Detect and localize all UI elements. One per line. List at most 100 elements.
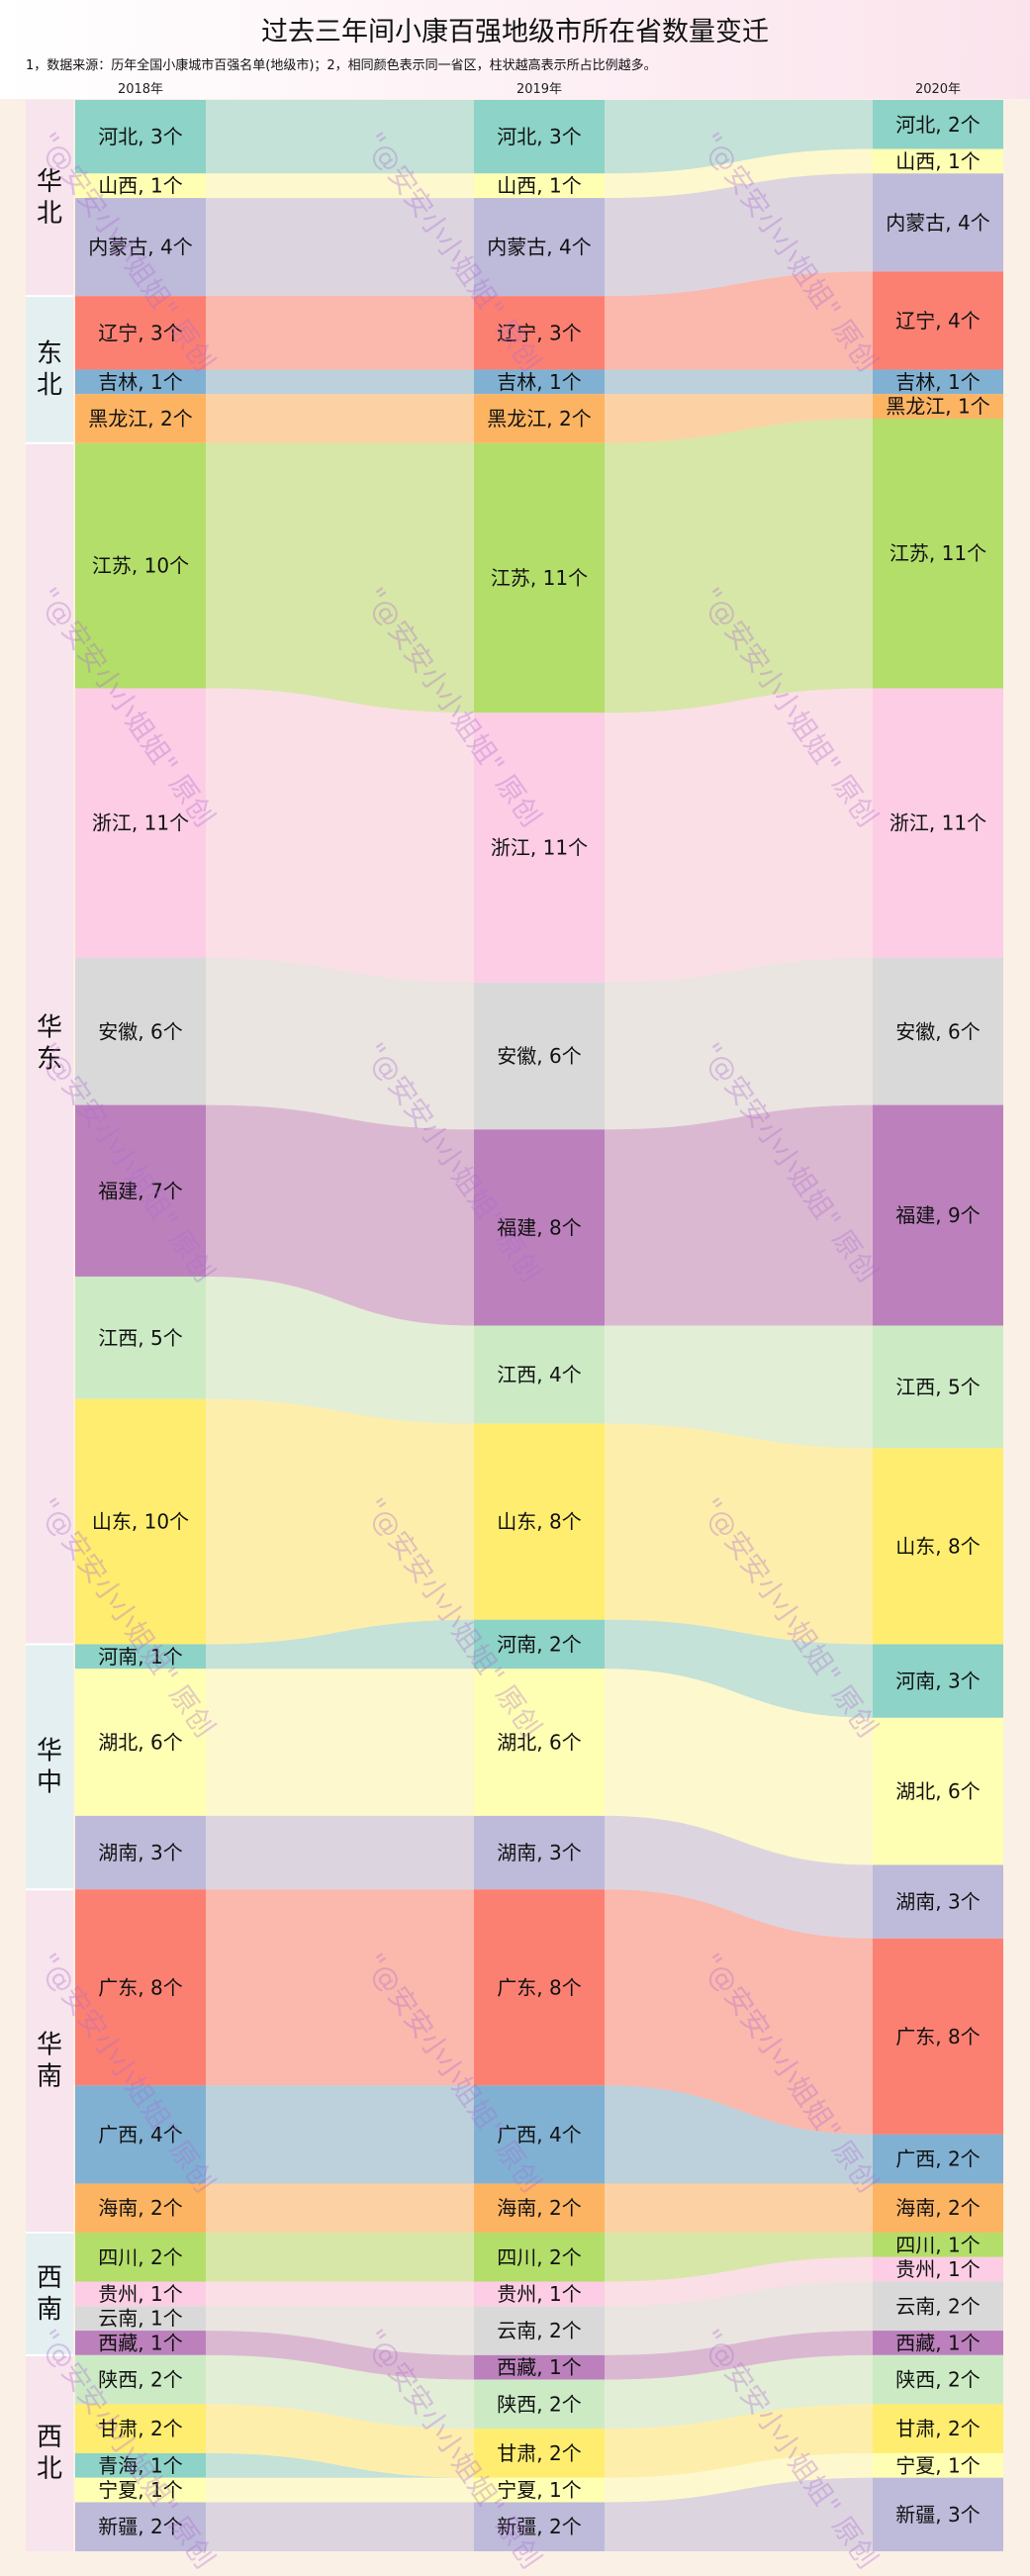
node-bar [873,2134,1003,2184]
node-bar [75,198,206,297]
node-bar [75,2232,206,2282]
region-label-char: 北 [37,370,62,400]
node-label: 河北, 3个 [98,125,182,148]
flow-湖北 [605,1669,873,1865]
flow-湖北 [206,1669,474,1816]
node-bar [474,1129,605,1326]
flow-广西 [605,2085,873,2184]
region-band-3 [26,442,73,1645]
node-bar [873,1717,1003,1865]
flow-青海 [206,2452,474,2478]
node-bar [474,1815,605,1890]
flow-贵州 [206,2281,474,2307]
flow-新疆 [206,2502,474,2551]
flow-河南 [206,1619,474,1670]
flow-浙江 [206,688,474,983]
region-band-5 [26,1889,73,2233]
node-bar [75,2085,206,2184]
node-label: 辽宁, 3个 [98,321,182,344]
node-bar [75,369,206,395]
node-label: 广西, 4个 [98,2123,182,2147]
node-label: 云南, 1个 [98,2307,182,2331]
node-bar [474,296,605,370]
node-label: 河南, 3个 [895,1670,980,1693]
node-bar [75,2183,206,2233]
flows [206,100,873,2551]
node-bar [873,1938,1003,2135]
node-bar [873,419,1003,689]
node-bar [75,296,206,370]
node-bar [474,2085,605,2184]
node-label: 广东, 8个 [895,2025,980,2049]
flow-西藏 [605,2331,873,2380]
flow-安徽 [206,957,474,1130]
region-band-2 [26,296,73,443]
chart-note: 1，数据来源：历年全国小康城市百强名单(地级市)；2，相同颜色表示同一省区，柱状… [26,58,657,73]
node-bar [474,2232,605,2282]
node-bar [873,2256,1003,2282]
node-bar [75,1104,206,1277]
node-label: 青海, 1个 [98,2453,182,2477]
node-bar [75,2281,206,2307]
flow-江西 [605,1325,873,1449]
node-bar [75,2354,206,2405]
node-bar [75,1669,206,1816]
node-bar [75,957,206,1105]
node-bar [873,957,1003,1105]
node-label: 贵州, 1个 [98,2282,182,2306]
region-label-char: 北 [37,2454,62,2484]
node-bar [474,1423,605,1620]
node-label: 云南, 2个 [497,2319,581,2342]
node-bar [873,369,1003,395]
node-bar [75,1276,206,1399]
node-bar [75,688,206,958]
node-bar [474,2306,605,2355]
node-bar [873,2232,1003,2257]
node-label: 四川, 1个 [895,2233,980,2256]
node-bar [873,1864,1003,1939]
node-bar [873,2354,1003,2405]
node-bar [873,2331,1003,2355]
node-label: 安徽, 6个 [497,1044,581,1068]
node-label: 河北, 2个 [895,113,980,137]
region-label-char: 东 [37,338,62,368]
node-bar [75,394,206,443]
node-label: 安徽, 6个 [98,1019,182,1043]
node-bar [75,2477,206,2503]
flow-海南 [605,2183,873,2233]
flow-辽宁 [605,271,873,370]
node-bar [873,688,1003,958]
node-bar [75,2306,206,2332]
region-band-6 [26,2232,73,2355]
flow-河北 [206,100,474,174]
region-label-char: 中 [37,1767,62,1797]
node-label: 内蒙古, 4个 [88,236,192,259]
node-label: 山西, 1个 [98,174,182,198]
node-label: 陕西, 2个 [98,2368,182,2392]
chart-title: 过去三年间小康百强地级市所在省数量变迁 [261,17,769,48]
node-bar [474,713,605,983]
node-label: 内蒙古, 4个 [886,211,989,235]
node-label: 吉林, 1个 [497,370,581,394]
node-bar [474,2281,605,2307]
node-label: 福建, 7个 [98,1179,182,1202]
node-label: 河南, 2个 [497,1633,581,1657]
node-label: 福建, 8个 [497,1215,581,1239]
node-bar [474,2477,605,2503]
flow-辽宁 [206,296,474,370]
node-bar [474,369,605,395]
node-bar [75,1644,206,1670]
flow-江西 [206,1276,474,1424]
region-band-4 [26,1644,73,1890]
flow-浙江 [605,688,873,983]
node-label: 甘肃, 2个 [497,2441,581,2465]
node-label: 黑龙江, 2个 [487,407,591,430]
year-label-2018: 2018年 [117,82,164,97]
node-label: 山东, 8个 [895,1534,980,1558]
flow-广东 [206,1889,474,2086]
flow-甘肃 [605,2404,873,2478]
node-label: 湖北, 6个 [497,1731,581,1755]
node-label: 海南, 2个 [497,2196,581,2220]
node-bar [873,1644,1003,1718]
node-bar [873,394,1003,420]
